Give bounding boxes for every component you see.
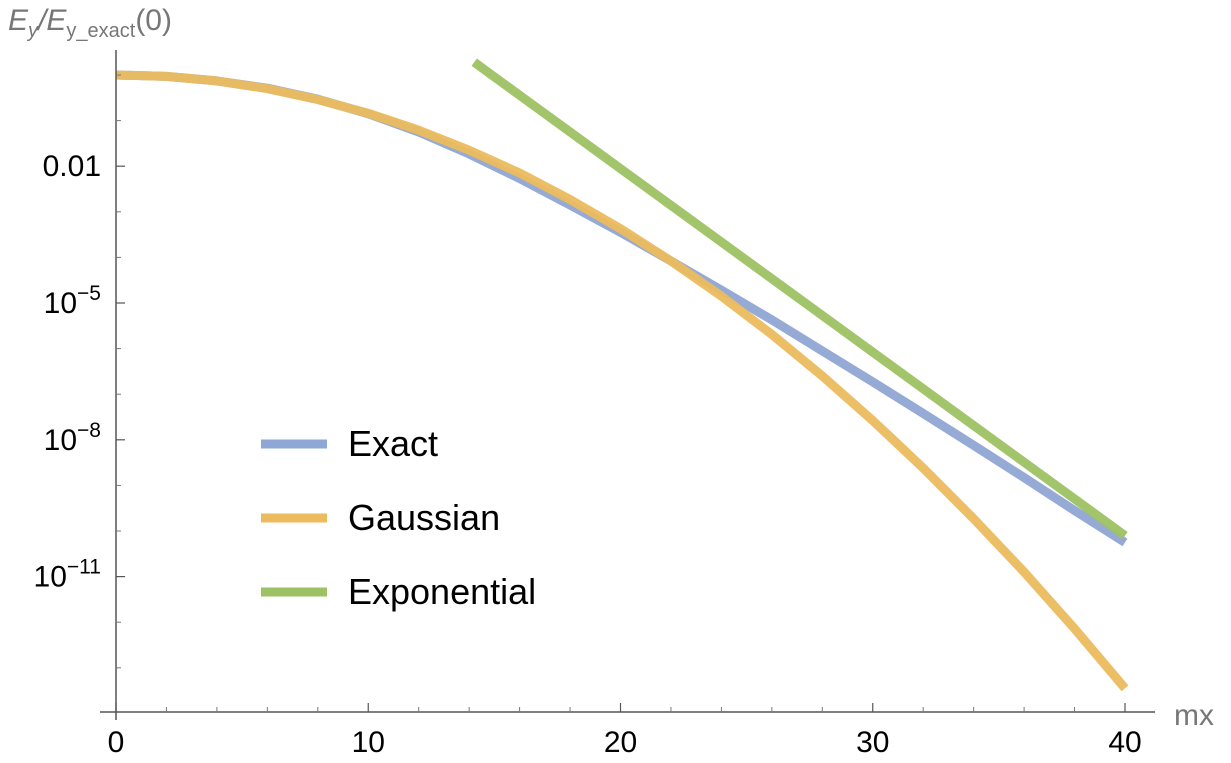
legend-label-gaussian: Gaussian xyxy=(348,497,500,538)
y-tick-label: 10−5 xyxy=(44,282,101,320)
x-tick-label: 0 xyxy=(108,726,125,759)
series-line-gaussian xyxy=(115,70,1129,692)
x-tick-label: 10 xyxy=(352,726,385,759)
legend-label-exponential: Exponential xyxy=(348,571,536,612)
x-tick-label: 30 xyxy=(856,726,889,759)
x-axis-title: mx xyxy=(1174,699,1214,732)
x-tick-label: 20 xyxy=(604,726,637,759)
axes-layer xyxy=(100,50,1155,720)
y-tick-label: 10−11 xyxy=(34,556,101,594)
series-line-exact xyxy=(115,70,1128,547)
ticks-layer: 0 10 20 30 40 0.01 10−5 10−8 10−11 xyxy=(34,74,1142,759)
legend-label-exact: Exact xyxy=(348,423,438,464)
series-line-exponential xyxy=(471,58,1128,540)
legend: Exact Gaussian Exponential xyxy=(261,423,536,612)
y-tick-label: 10−8 xyxy=(44,419,101,457)
y-tick-label: 0.01 xyxy=(43,150,101,183)
series-layer xyxy=(115,58,1129,692)
x-tick-label: 40 xyxy=(1108,726,1141,759)
y-axis-title: Ey/Ey_exact(0) xyxy=(8,4,172,42)
